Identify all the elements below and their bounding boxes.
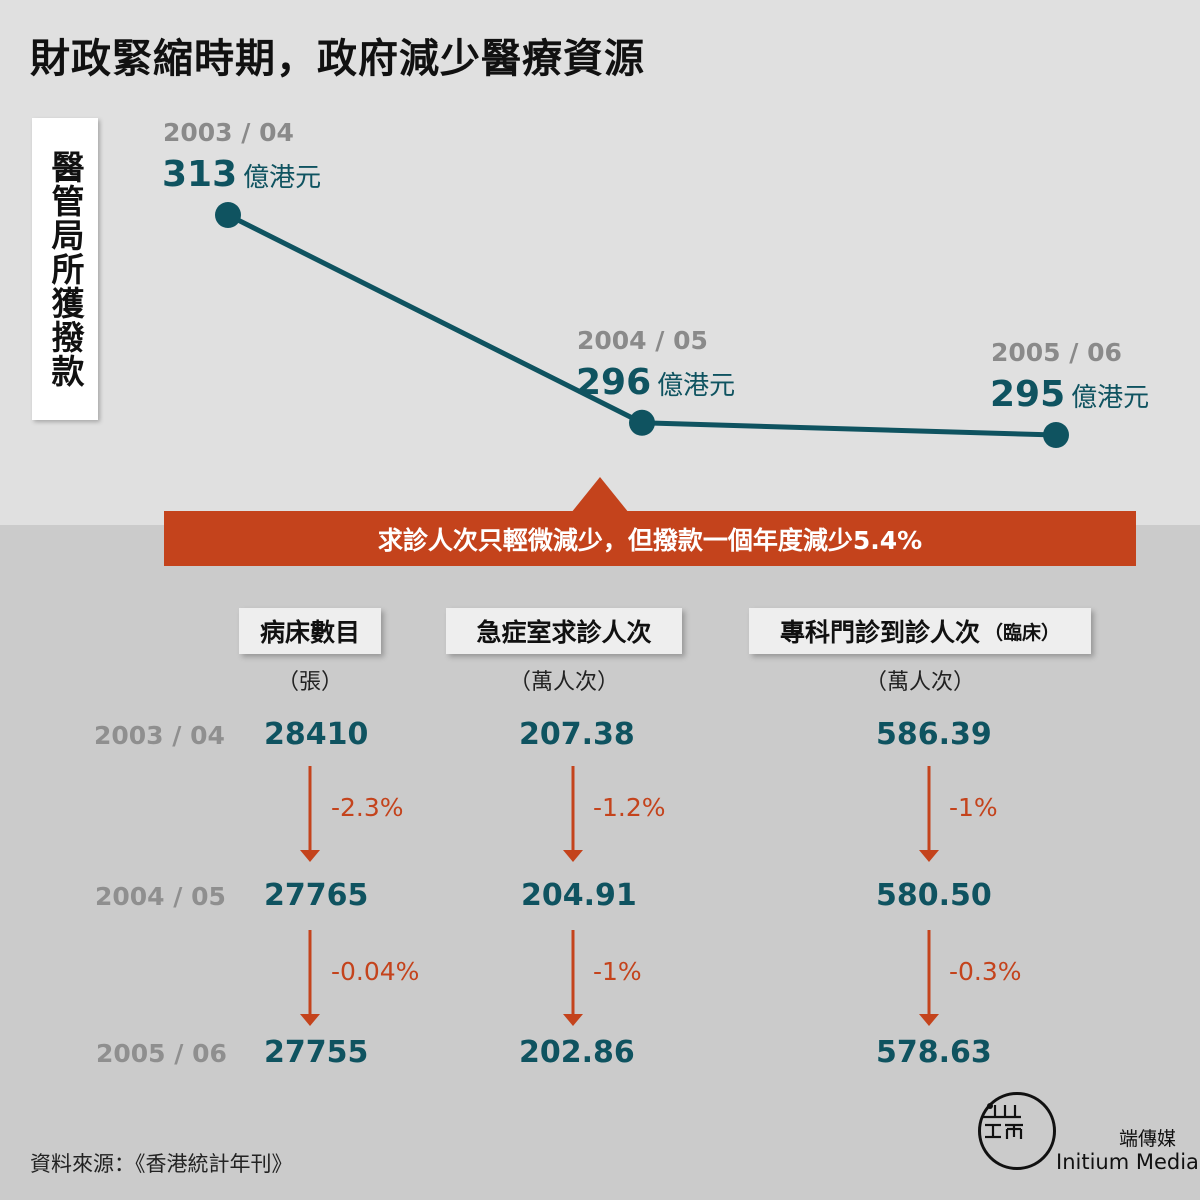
funding-line-chart: [215, 202, 1069, 448]
column-unit-beds: （張）: [276, 670, 344, 695]
column-header-specialist: 專科門診到診人次 （臨床）: [749, 608, 1091, 654]
point-value: 313: [162, 154, 238, 195]
change-percent: -1.2%: [593, 793, 666, 822]
column-header-emergency: 急症室求診人次: [446, 608, 682, 654]
table-cell-value: 578.63: [876, 1035, 992, 1070]
table-cell-value: 580.50: [876, 878, 992, 913]
y-axis-label-box: 醫管局所獲撥款: [32, 118, 98, 420]
point-unit: 億港元: [1071, 383, 1150, 413]
row-year-label: 2005 / 06: [96, 1039, 227, 1068]
point-value-label: 296 億港元: [576, 362, 735, 403]
column-header-beds: 病床數目: [239, 608, 381, 654]
callout-banner: 求診人次只輕微減少，但撥款一個年度減少5.4%: [164, 511, 1136, 566]
row-year-label: 2003 / 04: [94, 721, 225, 750]
column-header-label: 急症室求診人次: [476, 618, 652, 647]
row-year-label: 2004 / 05: [95, 882, 226, 911]
table-cell-value: 204.91: [521, 878, 637, 913]
page-title: 財政緊縮時期，政府減少醫療資源: [30, 36, 645, 82]
change-percent: -1%: [593, 957, 642, 986]
column-unit-specialist: （萬人次）: [864, 670, 976, 695]
change-percent: -0.3%: [949, 957, 1022, 986]
point-value-label: 313 億港元: [162, 154, 321, 195]
table-cell-value: 586.39: [876, 717, 992, 752]
column-header-suffix: （臨床）: [984, 621, 1061, 644]
funding-data-point: [215, 202, 241, 228]
point-unit: 億港元: [657, 370, 736, 401]
point-unit: 億港元: [243, 163, 322, 193]
source-note: 資料來源：《香港統計年刊》: [30, 1152, 293, 1176]
change-percent: -0.04%: [331, 957, 420, 986]
point-value: 296: [576, 361, 652, 403]
banner-text: 求診人次只輕微減少，但撥款一個年度減少5.4%: [377, 525, 923, 555]
funding-data-point: [1043, 422, 1069, 448]
table-cell-value: 27755: [264, 1035, 369, 1070]
top-panel: [0, 0, 1200, 525]
logo-mark-icon: [983, 1103, 1023, 1139]
brand-name-cn: 端傳媒: [1119, 1128, 1177, 1150]
funding-data-point: [629, 409, 655, 436]
column-header-label: 病床數目: [259, 618, 360, 647]
change-percent: -2.3%: [331, 793, 404, 822]
table-cell-value: 27765: [264, 878, 369, 913]
point-value: 295: [990, 374, 1066, 415]
column-header-label: 專科門診到診人次: [779, 618, 980, 647]
point-year-label: 2005 / 06: [991, 338, 1122, 367]
banner-pointer: [571, 477, 629, 513]
column-unit-emergency: （萬人次）: [508, 670, 620, 695]
initium-logo-icon: [978, 1092, 1056, 1170]
table-cell-value: 207.38: [519, 717, 635, 752]
table-cell-value: 28410: [264, 717, 369, 752]
point-value-label: 295 億港元: [990, 374, 1149, 415]
change-percent: -1%: [949, 793, 998, 822]
point-year-label: 2003 / 04: [163, 118, 294, 147]
y-axis-label: 醫管局所獲撥款: [46, 150, 85, 388]
brand-name-en: Initium Media: [1056, 1150, 1199, 1174]
point-year-label: 2004 / 05: [577, 325, 708, 355]
table-cell-value: 202.86: [519, 1035, 635, 1070]
